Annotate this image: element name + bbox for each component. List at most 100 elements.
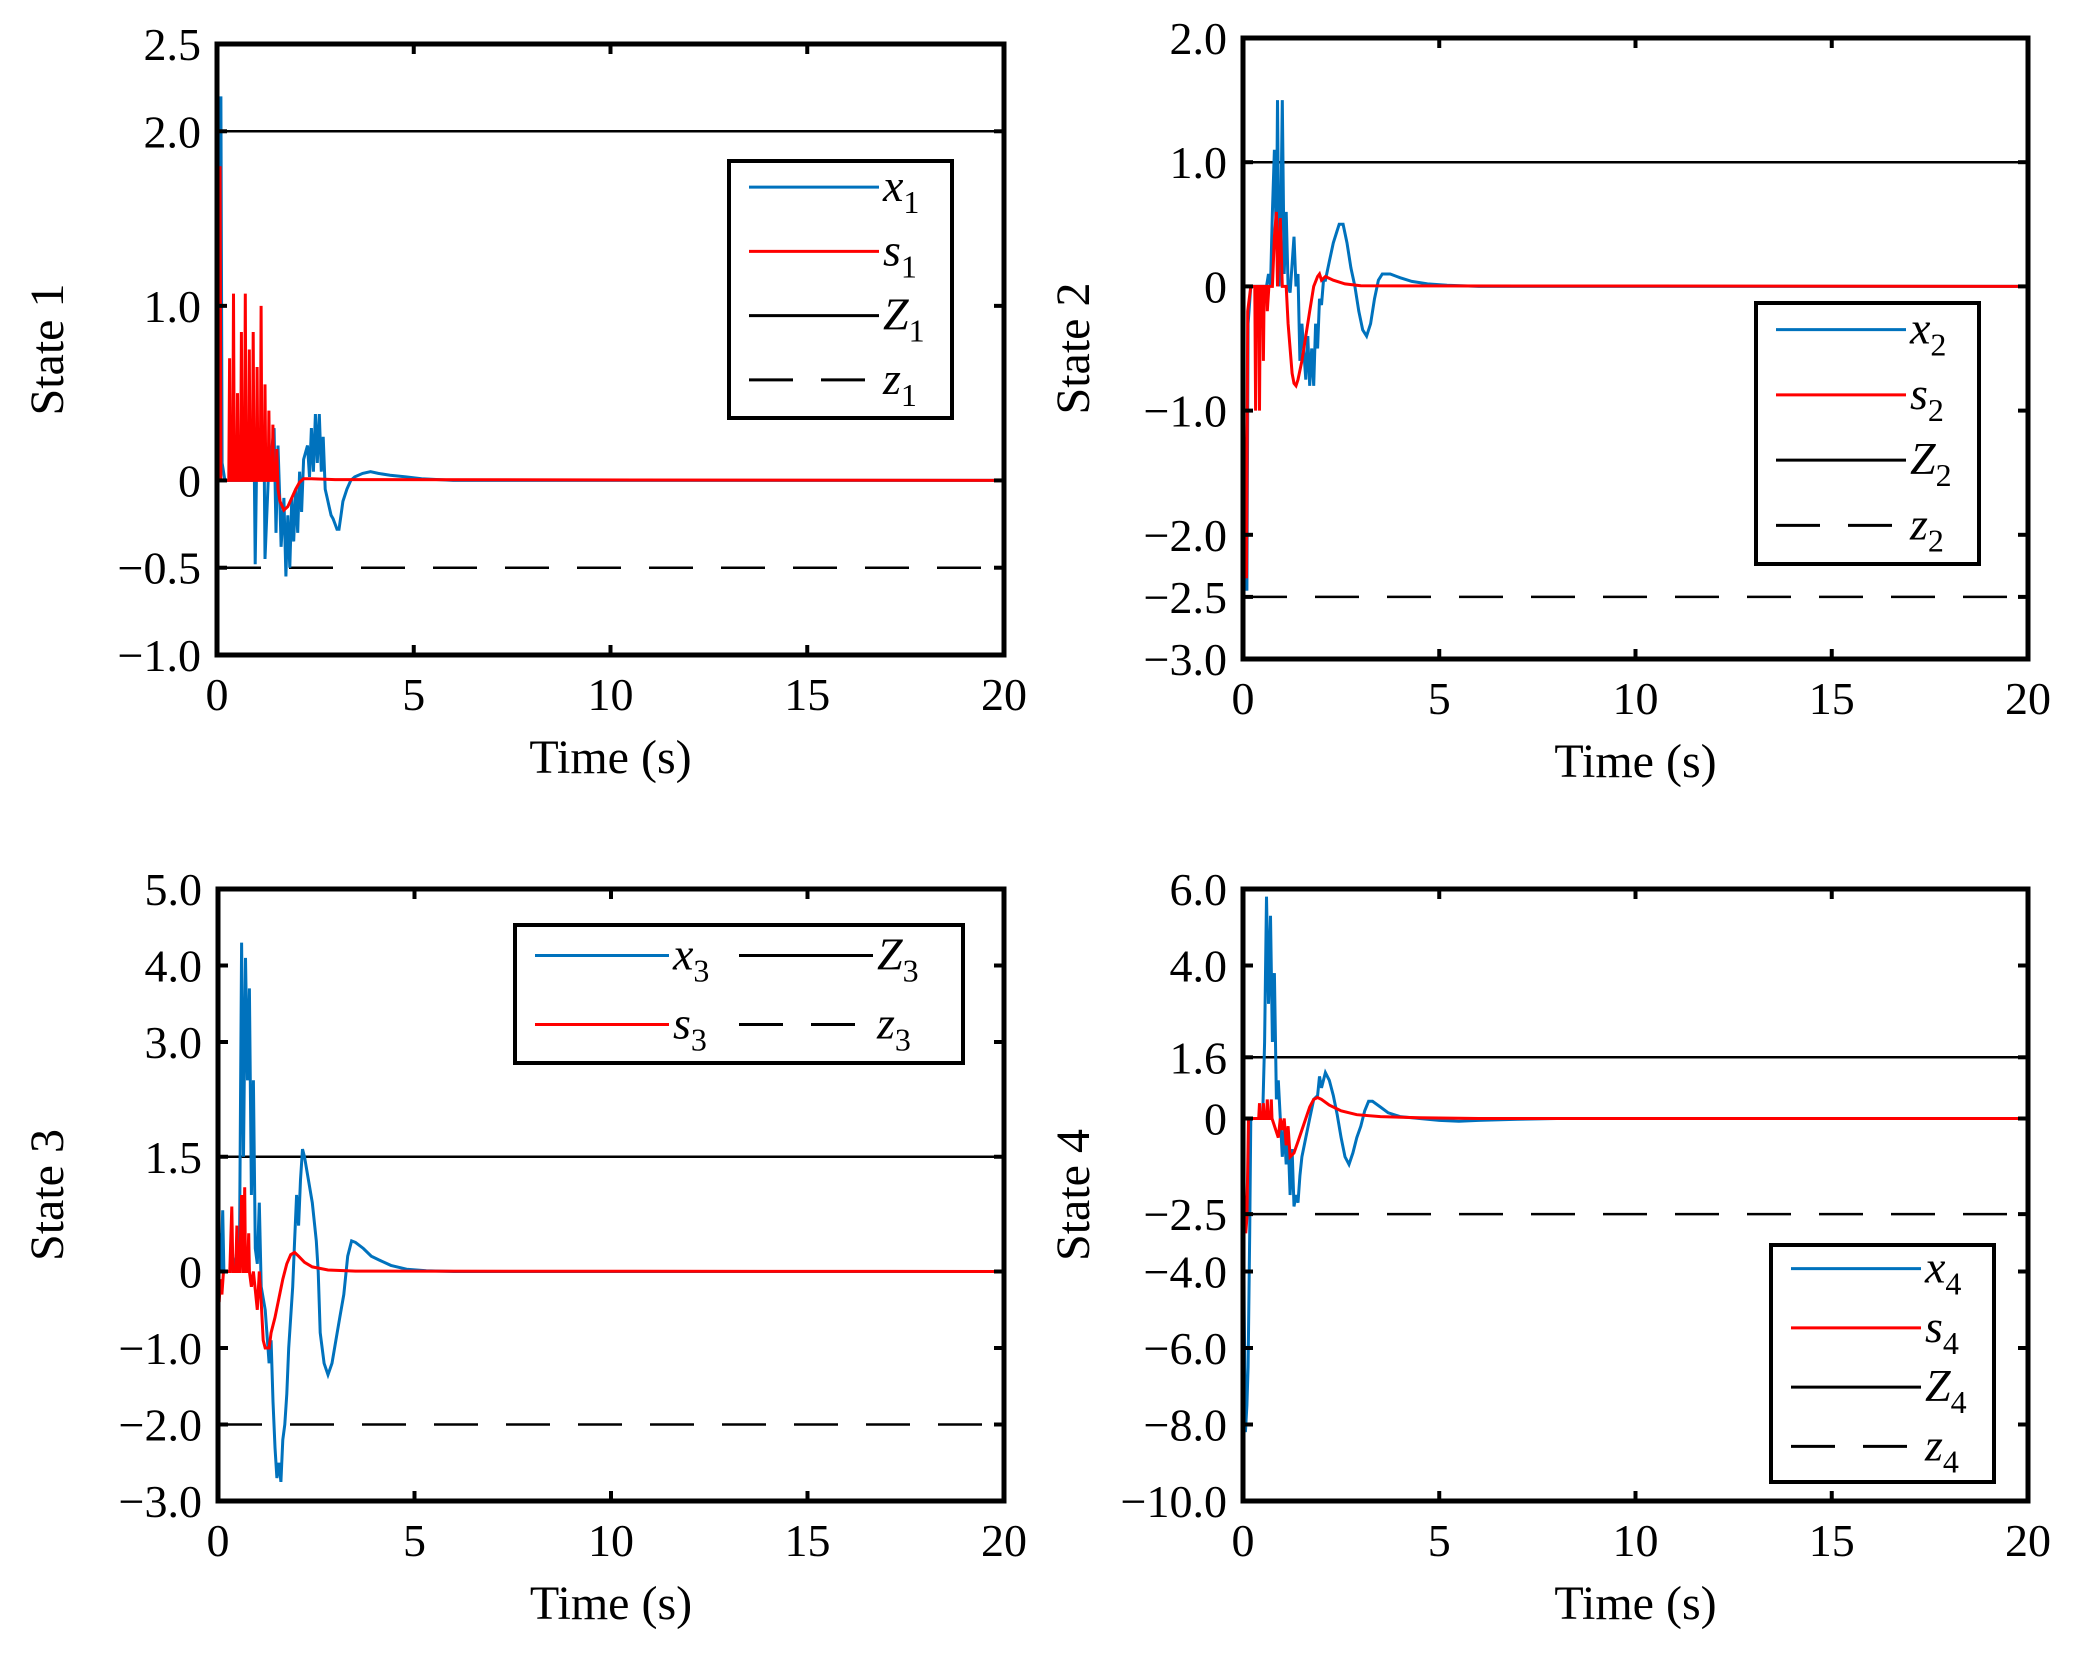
y-tick-label: −2.5 (1144, 1189, 1227, 1240)
y-tick-label: −6.0 (1144, 1323, 1227, 1374)
legend-item-z3: z3 (739, 998, 911, 1058)
legend-item-z4: z4 (1791, 1419, 1959, 1479)
x-tick-label: 15 (784, 669, 830, 720)
panel-1: 0 5 10 15 20 2.5 2.0 1.0 0 −0.5 −1.0 Time (s) State … (21, 19, 1027, 784)
y-axis-label: State 4 (1047, 1129, 1100, 1261)
legend-item-x1: x1 (749, 160, 919, 220)
legend-item-x3: x3 (535, 929, 709, 989)
legend-label: x2 (1909, 303, 1946, 363)
legend-box (1754, 301, 1981, 566)
x-tick-label: 15 (1809, 673, 1855, 724)
y-tick-label: −1.0 (1144, 386, 1227, 437)
legend: x3 Z3 s3 z3 (513, 923, 965, 1065)
legend-label: z1 (882, 353, 917, 413)
x-tick-label: 20 (981, 669, 1027, 720)
y-axis-label: State 1 (21, 284, 74, 416)
y-tick-label: 1.6 (1170, 1032, 1228, 1083)
legend-item-x2: x2 (1776, 303, 1946, 363)
y-axis-label: State 3 (21, 1129, 74, 1261)
y-tick-label: −2.0 (1144, 510, 1227, 561)
legend-label: s3 (673, 998, 707, 1058)
legend-item-x4: x4 (1791, 1242, 1961, 1302)
x-tick-label: 0 (1232, 1515, 1255, 1566)
legend-item-Z1: Z1 (749, 289, 925, 349)
y-tick-label: 2.0 (1170, 13, 1228, 64)
y-tick-label: 4.0 (145, 941, 203, 992)
x-tick-label: 10 (588, 669, 634, 720)
legend-label: x4 (1924, 1242, 1961, 1302)
x-tick-label: 10 (588, 1515, 634, 1566)
x-tick-label: 0 (206, 669, 229, 720)
x-tick-label: 10 (1613, 673, 1659, 724)
x-axis-label: Time (s) (1554, 1577, 1716, 1630)
x-axis-label: Time (s) (1554, 735, 1716, 788)
y-tick-label: 0 (179, 1247, 202, 1298)
plot-area (217, 96, 1004, 577)
legend-label: z2 (1909, 498, 1944, 558)
y-tick-label: 3.0 (145, 1017, 203, 1068)
y-tick-label: 6.0 (1170, 864, 1228, 915)
legend-item-s4: s4 (1791, 1301, 1959, 1361)
x-tick-label: 15 (785, 1515, 831, 1566)
y-tick-label: −8.0 (1144, 1400, 1227, 1451)
legend-label: x1 (882, 160, 919, 220)
legend-label: Z3 (877, 929, 919, 989)
legend-label: Z2 (1910, 433, 1952, 493)
x-tick-label: 0 (207, 1515, 230, 1566)
x-tick-label: 20 (2005, 673, 2051, 724)
y-tick-label: 1.0 (144, 281, 202, 332)
x-axis-label: Time (s) (530, 1577, 692, 1630)
x-axis-label: Time (s) (529, 731, 691, 784)
legend-label: z3 (876, 998, 911, 1058)
y-tick-label: −4.0 (1144, 1247, 1227, 1298)
plot-area (1243, 100, 2028, 599)
y-tick-label: 2.0 (144, 106, 202, 157)
series-x2 (1243, 100, 2028, 591)
legend-box (1769, 1243, 1996, 1484)
legend-item-s3: s3 (535, 998, 707, 1058)
series-s1 (217, 166, 1004, 513)
legend-label: s1 (883, 224, 917, 284)
x-tick-label: 20 (2005, 1515, 2051, 1566)
y-tick-label: 5.0 (145, 864, 203, 915)
series-s4 (1243, 1095, 2028, 1234)
legend-item-z1: z1 (749, 353, 917, 413)
legend-item-z2: z2 (1776, 498, 1944, 558)
x-tick-label: 5 (1428, 673, 1451, 724)
x-tick-label: 10 (1613, 1515, 1659, 1566)
legend-box (513, 923, 965, 1065)
y-tick-label: −1.0 (119, 1323, 202, 1374)
legend-item-Z3: Z3 (739, 929, 919, 989)
panel-4: 0 5 10 15 20 6.0 4.0 1.6 0 −2.5 −4.0 −6.0 −8.0 −10.0 T… (1047, 864, 2051, 1630)
y-tick-label: −0.5 (118, 543, 201, 594)
plot-area (1243, 896, 2028, 1433)
y-tick-label: −10.0 (1121, 1476, 1227, 1527)
legend-item-s2: s2 (1776, 368, 1944, 428)
panel-2: 0 5 10 15 20 2.0 1.0 0 −1.0 −2.0 −2.5 −3.0 Time (s) S… (1047, 13, 2051, 788)
legend-box (727, 159, 954, 420)
legend-item-Z4: Z4 (1791, 1360, 1967, 1420)
legend-label: Z4 (1925, 1360, 1967, 1420)
y-tick-label: −2.0 (119, 1400, 202, 1451)
x-tick-label: 5 (1428, 1515, 1451, 1566)
legend-label: s2 (1910, 368, 1944, 428)
series-x3 (218, 942, 1004, 1483)
y-tick-label: 2.5 (144, 19, 202, 70)
y-axis-label: State 2 (1047, 283, 1100, 415)
y-tick-label: 0 (1204, 1094, 1227, 1145)
y-tick-label: 0 (178, 455, 201, 506)
x-tick-label: 0 (1232, 673, 1255, 724)
y-tick-label: −2.5 (1144, 572, 1227, 623)
series-s3 (218, 1187, 1004, 1350)
legend-item-Z2: Z2 (1776, 433, 1952, 493)
y-tick-label: −3.0 (1144, 634, 1227, 685)
y-tick-label: 0 (1204, 261, 1227, 312)
y-tick-label: 4.0 (1170, 941, 1228, 992)
series-x4 (1243, 896, 2028, 1433)
legend-label: x3 (672, 929, 709, 989)
x-tick-label: 20 (981, 1515, 1027, 1566)
